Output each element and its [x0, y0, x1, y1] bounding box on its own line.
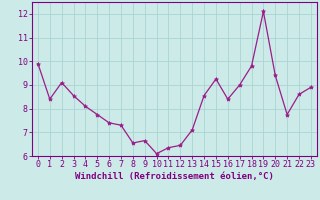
X-axis label: Windchill (Refroidissement éolien,°C): Windchill (Refroidissement éolien,°C) — [75, 172, 274, 181]
